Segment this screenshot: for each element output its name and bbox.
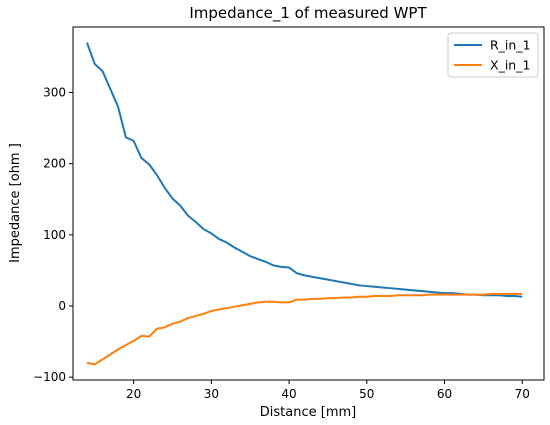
series-line-r-in-1 [86, 42, 523, 298]
y-tick-label: 300 [43, 85, 66, 99]
y-tick-label: 100 [43, 228, 66, 242]
y-tick-label: −100 [33, 370, 66, 384]
y-axis: −100 0 100 200 300 [33, 85, 73, 384]
legend-label-x-in-1: X_in_1 [490, 58, 530, 73]
y-axis-label: Impedance [ohm ] [8, 143, 23, 263]
legend: R_in_1 X_in_1 [447, 32, 539, 78]
series-line-x-in-1 [86, 292, 523, 366]
x-tick-label: 60 [437, 387, 452, 401]
x-tick-label: 70 [515, 387, 530, 401]
x-axis: 20 30 40 50 60 70 [126, 380, 530, 401]
y-tick-label: 0 [58, 299, 66, 313]
y-tick-label: 200 [43, 157, 66, 171]
x-tick-label: 30 [204, 387, 219, 401]
x-tick-label: 20 [126, 387, 141, 401]
chart-title: Impedance_1 of measured WPT [189, 4, 427, 23]
plot-lines [86, 42, 523, 366]
x-tick-label: 40 [281, 387, 296, 401]
plot-frame [72, 26, 545, 381]
legend-label-r-in-1: R_in_1 [490, 38, 531, 53]
x-axis-label: Distance [mm] [260, 405, 356, 420]
x-tick-label: 50 [359, 387, 374, 401]
